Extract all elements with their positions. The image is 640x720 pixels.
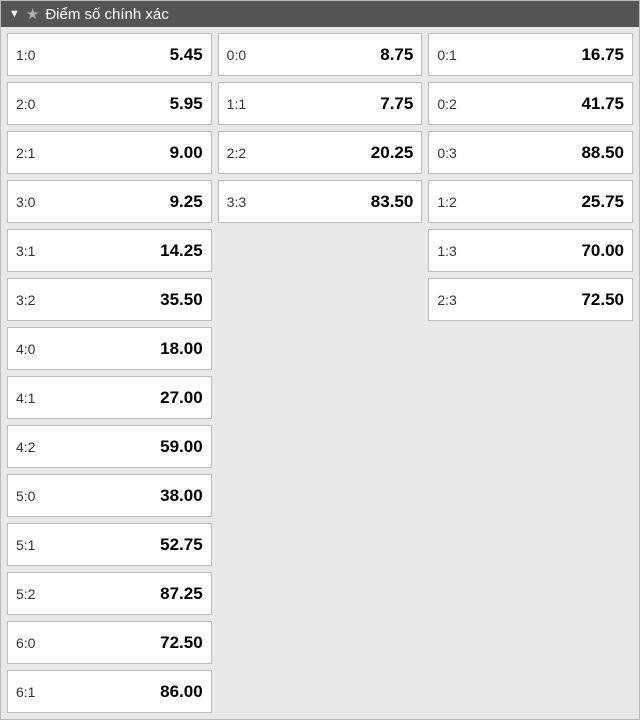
odds-value: 72.50 <box>581 290 624 310</box>
odds-cell[interactable]: 5:0 38.00 <box>7 474 212 517</box>
score-label: 2:0 <box>16 96 35 112</box>
correct-score-panel: ▼ ★ Điểm số chính xác 1:0 5.45 2:0 5.95 2:… <box>0 0 640 720</box>
panel-body: 1:0 5.45 2:0 5.95 2:1 9.00 3:0 9.25 3:1 14.25… <box>1 27 639 719</box>
odds-value: 70.00 <box>581 241 624 261</box>
odds-cell[interactable]: 0:1 16.75 <box>428 33 633 76</box>
score-label: 0:3 <box>437 145 456 161</box>
score-label: 6:0 <box>16 635 35 651</box>
score-label: 4:2 <box>16 439 35 455</box>
odds-value: 9.25 <box>170 192 203 212</box>
odds-cell[interactable]: 3:1 14.25 <box>7 229 212 272</box>
collapse-icon: ▼ <box>9 8 20 20</box>
odds-cell[interactable]: 4:0 18.00 <box>7 327 212 370</box>
score-label: 3:2 <box>16 292 35 308</box>
odds-value: 35.50 <box>160 290 203 310</box>
column-draws: 0:0 8.75 1:1 7.75 2:2 20.25 3:3 83.50 <box>218 33 423 223</box>
odds-value: 88.50 <box>581 143 624 163</box>
odds-value: 41.75 <box>581 94 624 114</box>
odds-value: 86.00 <box>160 682 203 702</box>
odds-value: 8.75 <box>380 45 413 65</box>
odds-cell[interactable]: 1:0 5.45 <box>7 33 212 76</box>
odds-value: 18.00 <box>160 339 203 359</box>
score-label: 5:2 <box>16 586 35 602</box>
odds-value: 59.00 <box>160 437 203 457</box>
odds-cell[interactable]: 2:0 5.95 <box>7 82 212 125</box>
score-label: 6:1 <box>16 684 35 700</box>
odds-cell[interactable]: 1:1 7.75 <box>218 82 423 125</box>
odds-cell[interactable]: 5:2 87.25 <box>7 572 212 615</box>
favorite-star-icon[interactable]: ★ <box>26 5 39 23</box>
odds-value: 16.75 <box>581 45 624 65</box>
odds-cell[interactable]: 2:3 72.50 <box>428 278 633 321</box>
odds-cell[interactable]: 3:3 83.50 <box>218 180 423 223</box>
odds-value: 14.25 <box>160 241 203 261</box>
odds-cell[interactable]: 1:3 70.00 <box>428 229 633 272</box>
score-label: 4:1 <box>16 390 35 406</box>
column-away-wins: 0:1 16.75 0:2 41.75 0:3 88.50 1:2 25.75 1:3 7… <box>428 33 633 321</box>
odds-cell[interactable]: 4:2 59.00 <box>7 425 212 468</box>
odds-cell[interactable]: 0:0 8.75 <box>218 33 423 76</box>
panel-header[interactable]: ▼ ★ Điểm số chính xác <box>1 1 639 27</box>
odds-cell[interactable]: 4:1 27.00 <box>7 376 212 419</box>
odds-value: 83.50 <box>371 192 414 212</box>
odds-cell[interactable]: 0:3 88.50 <box>428 131 633 174</box>
odds-value: 7.75 <box>380 94 413 114</box>
odds-cell[interactable]: 3:0 9.25 <box>7 180 212 223</box>
odds-cell[interactable]: 3:2 35.50 <box>7 278 212 321</box>
score-label: 4:0 <box>16 341 35 357</box>
odds-value: 72.50 <box>160 633 203 653</box>
score-label: 0:0 <box>227 47 246 63</box>
score-label: 1:1 <box>227 96 246 112</box>
score-label: 1:0 <box>16 47 35 63</box>
score-label: 3:3 <box>227 194 246 210</box>
odds-cell[interactable]: 6:0 72.50 <box>7 621 212 664</box>
score-label: 0:1 <box>437 47 456 63</box>
score-label: 5:0 <box>16 488 35 504</box>
odds-cell[interactable]: 5:1 52.75 <box>7 523 212 566</box>
odds-cell[interactable]: 2:2 20.25 <box>218 131 423 174</box>
odds-value: 25.75 <box>581 192 624 212</box>
score-label: 5:1 <box>16 537 35 553</box>
odds-cell[interactable]: 1:2 25.75 <box>428 180 633 223</box>
odds-value: 27.00 <box>160 388 203 408</box>
odds-value: 9.00 <box>170 143 203 163</box>
score-label: 0:2 <box>437 96 456 112</box>
score-label: 3:0 <box>16 194 35 210</box>
score-label: 3:1 <box>16 243 35 259</box>
odds-value: 5.95 <box>170 94 203 114</box>
odds-value: 38.00 <box>160 486 203 506</box>
odds-cell[interactable]: 0:2 41.75 <box>428 82 633 125</box>
score-label: 2:2 <box>227 145 246 161</box>
odds-value: 52.75 <box>160 535 203 555</box>
odds-cell[interactable]: 2:1 9.00 <box>7 131 212 174</box>
score-label: 1:3 <box>437 243 456 259</box>
score-label: 2:3 <box>437 292 456 308</box>
odds-value: 20.25 <box>371 143 414 163</box>
odds-value: 5.45 <box>170 45 203 65</box>
panel-title: Điểm số chính xác <box>45 6 168 23</box>
column-home-wins: 1:0 5.45 2:0 5.95 2:1 9.00 3:0 9.25 3:1 14.25… <box>7 33 212 713</box>
score-label: 2:1 <box>16 145 35 161</box>
odds-value: 87.25 <box>160 584 203 604</box>
score-label: 1:2 <box>437 194 456 210</box>
